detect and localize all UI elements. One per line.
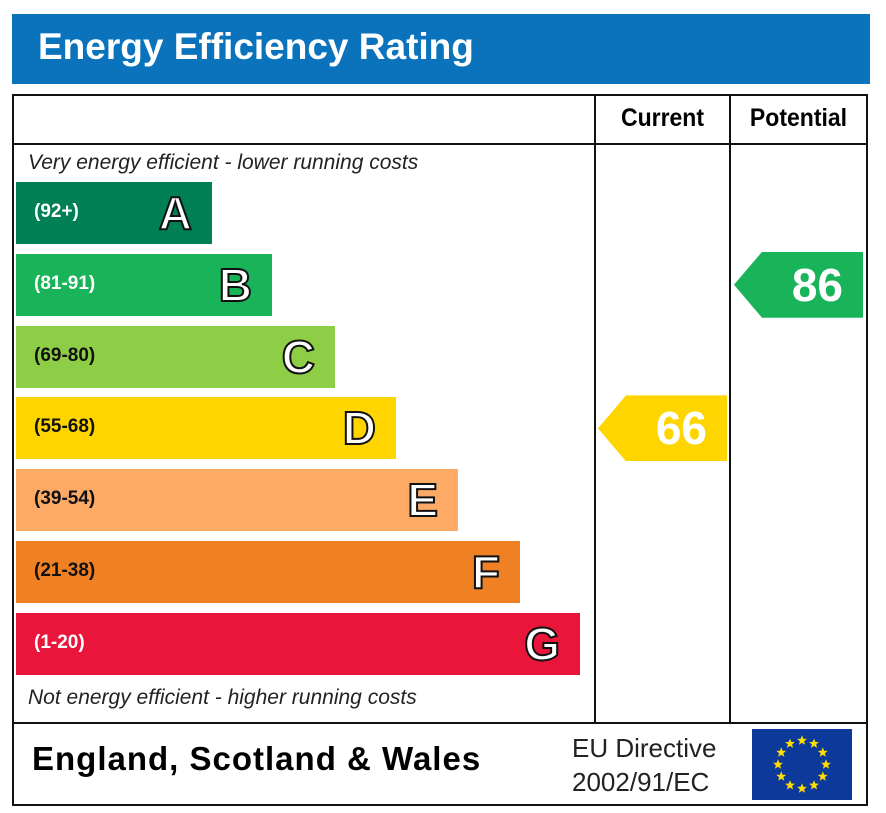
star-icon [809,738,819,748]
divider [594,94,596,724]
band-range: (92+) [34,201,79,222]
band-e: (39-54) E [16,469,458,532]
band-letter: C [281,330,316,384]
potential-rating-arrow: 86 [734,251,863,318]
star-icon [776,771,787,781]
band-letter: A [158,186,193,240]
star-icon [817,747,828,757]
band-d: (55-68) D [16,397,396,460]
page-title: Energy Efficiency Rating [38,26,474,67]
divider [729,94,731,724]
star-icon [776,747,787,757]
directive-line1: EU Directive [572,733,717,763]
eu-flag-icon [752,729,852,800]
title-bar: Energy Efficiency Rating [12,14,870,84]
star-icon [797,735,807,745]
directive-line2: 2002/91/EC [572,767,710,797]
band-letter: G [523,617,561,671]
band-f: (21-38) F [16,541,520,603]
band-range: (69-80) [34,344,96,366]
star-icon [817,771,828,781]
region-label: England, Scotland & Wales [32,740,482,777]
band-b: (81-91) B [16,253,272,316]
bottom-note: Not energy efficient - higher running co… [28,686,417,709]
band-letter: F [471,545,501,599]
band-range: (55-68) [34,416,96,438]
band-range: (1-20) [34,631,85,653]
current-header: Current [620,104,705,132]
rating-table [12,94,868,806]
star-icon [785,738,795,748]
band-letter: E [406,473,439,527]
band-letter: B [218,258,253,312]
current-rating-arrow-value: 66 [655,402,707,455]
directive-label: EU Directive 2002/91/EC [572,731,716,799]
star-icon [785,780,795,790]
potential-rating-arrow-value: 86 [791,258,843,311]
band-c: (69-80) C [16,325,335,388]
band-letter: D [342,401,377,455]
star-icon [797,783,807,793]
band-range: (21-38) [34,560,96,581]
star-icon [809,780,819,790]
band-a: (92+) A [16,182,212,244]
star-icon [821,759,831,769]
divider [12,143,868,145]
current-rating-arrow: 66 [598,395,727,462]
star-icon [773,759,783,769]
potential-header: Potential [749,104,848,132]
band-g: (1-20) G [16,612,580,675]
divider [12,722,868,724]
band-range: (39-54) [34,488,96,510]
band-range: (81-91) [34,272,96,294]
top-note: Very energy efficient - lower running co… [28,151,419,174]
